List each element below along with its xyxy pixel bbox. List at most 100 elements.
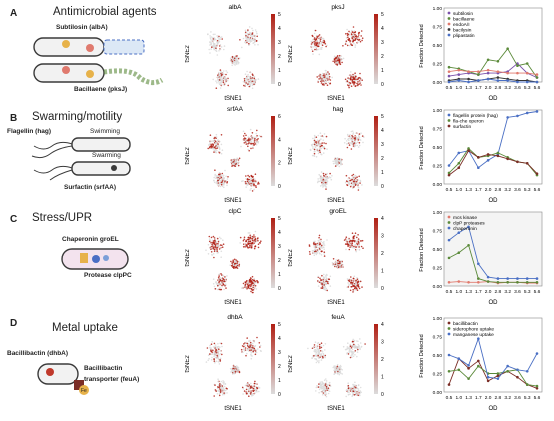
- data-point: [457, 151, 461, 155]
- series-line: [448, 365, 538, 387]
- data-point: [496, 154, 500, 158]
- data-point: [535, 76, 539, 79]
- x-tick: 3.6: [514, 187, 521, 193]
- tsne-xlabel: tSNE1: [327, 96, 345, 102]
- data-point: [525, 111, 529, 115]
- x-tick: 1.3: [465, 85, 472, 91]
- data-point: [447, 281, 451, 284]
- series-line: [448, 78, 537, 83]
- chart-xlabel: OD: [489, 198, 499, 204]
- colorbar-tick: 0: [381, 286, 384, 292]
- data-point: [457, 79, 461, 82]
- data-point: [467, 70, 470, 73]
- panel-title: Metal uptake: [52, 322, 118, 334]
- panel-letter: A: [10, 8, 18, 19]
- colorbar-tick: 4: [278, 26, 281, 32]
- data-point: [477, 70, 480, 73]
- tsne-cells: [309, 130, 365, 191]
- data-point: [506, 47, 509, 50]
- y-tick: 0.75: [433, 228, 443, 234]
- tsne-cells: [308, 232, 364, 293]
- tsne-ylabel: tSNE2: [185, 45, 191, 63]
- plot-frame: [443, 7, 543, 83]
- colorbar: [374, 14, 378, 84]
- data-point: [467, 77, 470, 81]
- x-tick: 2.8: [495, 85, 502, 91]
- data-point: [486, 58, 490, 62]
- x-tick: 0.5: [446, 289, 453, 295]
- tsne-title: clpC: [228, 208, 241, 215]
- data-point: [535, 277, 539, 280]
- tsne-title: albA: [228, 4, 242, 11]
- colorbar: [374, 116, 378, 186]
- legend-marker: [447, 327, 451, 330]
- data-point: [516, 277, 519, 280]
- data-point: [457, 280, 461, 283]
- colorbar-tick: 4: [381, 128, 384, 134]
- cartoon-label: Swarming: [92, 152, 121, 159]
- data-point: [467, 364, 470, 367]
- tsne-ylabel: tSNE2: [288, 355, 294, 373]
- data-point: [516, 160, 519, 164]
- colorbar-tick: 1: [278, 378, 281, 384]
- chart-ylabel: Fraction Detected: [419, 126, 425, 169]
- data-point: [525, 161, 529, 165]
- y-tick: 0.25: [433, 163, 443, 169]
- colorbar-tick: 5: [278, 322, 281, 328]
- data-point: [516, 64, 519, 68]
- x-tick: 1.7: [475, 85, 482, 91]
- legend-label: endoA/I: [453, 22, 470, 28]
- colorbar: [271, 218, 275, 288]
- data-point: [506, 281, 509, 284]
- data-point: [467, 147, 470, 150]
- data-point: [467, 225, 470, 229]
- tsne-xlabel: tSNE1: [224, 406, 242, 412]
- series-line: [448, 62, 538, 79]
- tsne-xlabel: tSNE1: [224, 96, 242, 102]
- y-tick: 0.25: [433, 61, 443, 67]
- fe-label: Fe: [81, 388, 87, 394]
- colorbar-tick: 5: [381, 114, 384, 120]
- colorbar: [374, 218, 378, 288]
- data-point: [506, 79, 509, 82]
- data-point: [457, 368, 461, 372]
- colorbar-tick: 2: [278, 54, 281, 60]
- data-point: [525, 62, 529, 65]
- tsne-cells: [307, 338, 366, 398]
- legend-marker: [447, 215, 451, 219]
- colorbar-tick: 0: [278, 392, 281, 398]
- x-tick: 5.3: [524, 289, 531, 295]
- data-point: [535, 73, 539, 76]
- x-tick: 2.0: [485, 289, 492, 295]
- data-point: [477, 79, 480, 82]
- legend-marker: [447, 22, 451, 26]
- y-tick: 1.00: [433, 108, 443, 114]
- tsne-cells: [207, 128, 263, 192]
- colorbar-tick: 3: [278, 244, 281, 250]
- data-point: [447, 369, 451, 373]
- colorbar-tick: 1: [381, 269, 384, 275]
- colorbar-tick: 5: [381, 12, 384, 18]
- data-point: [516, 375, 519, 379]
- y-tick: 1.00: [433, 6, 443, 12]
- tsne-plot: hag tSNE2 tSNE1 0 1 2 3 4 5: [288, 106, 384, 204]
- data-point: [447, 171, 451, 175]
- legend-marker: [447, 119, 451, 122]
- tsne-ylabel: tSNE2: [185, 249, 191, 267]
- data-point: [457, 73, 461, 76]
- series-line: [448, 150, 538, 176]
- colorbar-tick: 4: [381, 216, 384, 222]
- data-point: [447, 65, 451, 69]
- data-point: [535, 172, 539, 175]
- data-point: [447, 74, 451, 78]
- data-point: [535, 80, 539, 84]
- tsne-cells: [205, 230, 262, 294]
- data-point: [486, 375, 490, 379]
- colorbar: [271, 324, 275, 394]
- y-tick: 0.00: [433, 390, 443, 396]
- plot-frame: [443, 109, 543, 185]
- chart-ylabel: Fraction Detected: [419, 24, 425, 67]
- colorbar-tick: 0: [278, 82, 281, 88]
- data-point: [486, 280, 490, 283]
- legend-label: bacillibactin: [453, 321, 478, 327]
